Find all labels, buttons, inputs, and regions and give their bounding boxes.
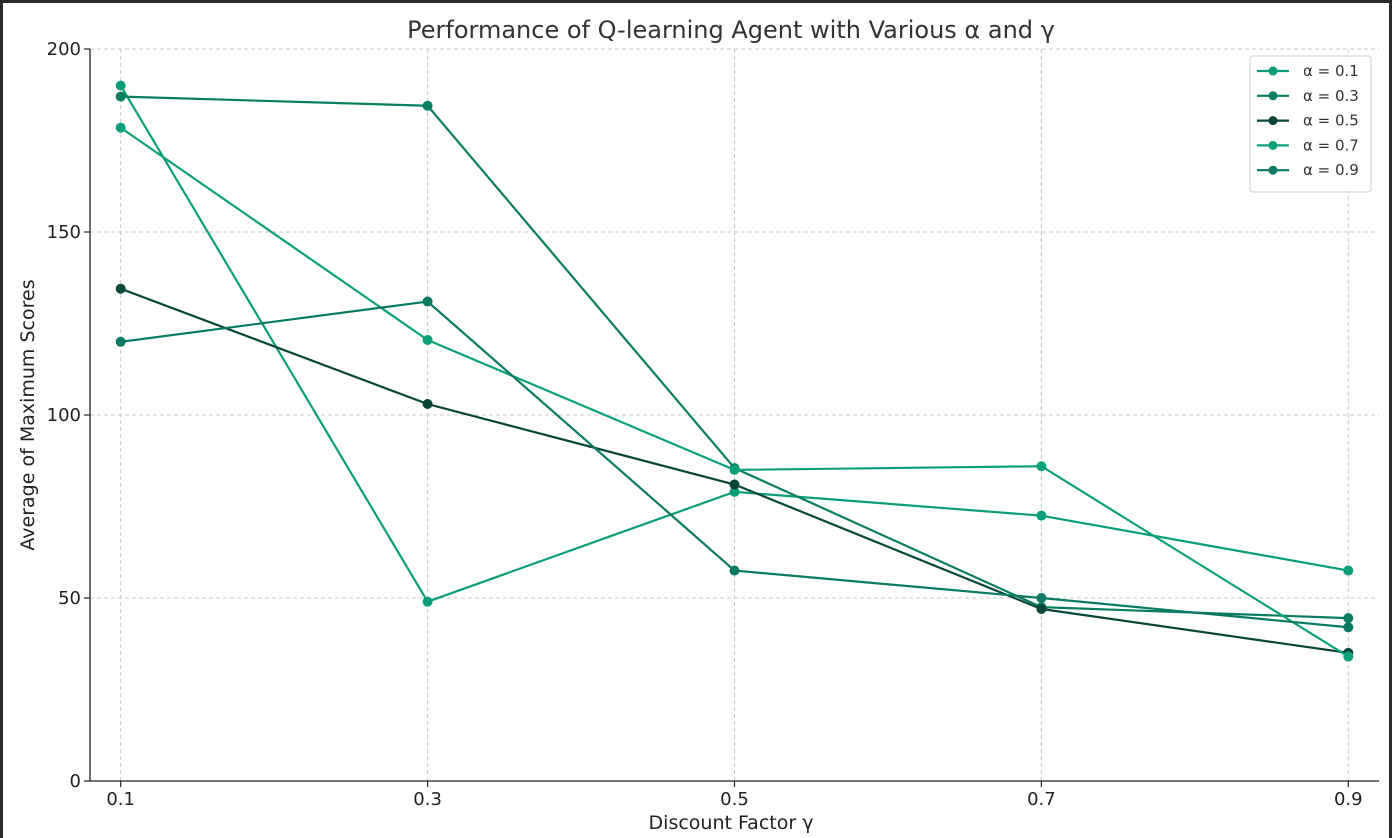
data-point (1036, 603, 1047, 614)
data-point (1036, 593, 1047, 603)
series-3 (115, 283, 1354, 658)
data-point (115, 122, 126, 133)
legend-marker (1268, 66, 1278, 76)
legend-item: α = 0.7 (1257, 136, 1359, 154)
data-point (422, 334, 433, 345)
y-axis-label: Average of Maximum Scores (17, 279, 39, 550)
data-point (1343, 651, 1354, 662)
data-point (422, 596, 433, 607)
series-5 (115, 296, 1354, 633)
tick-labels: 0.1 0.3 0.5 0.7 0.9 0 50 100 150 200 (47, 39, 1363, 810)
gridlines (90, 48, 1379, 781)
legend-marker (1268, 116, 1278, 126)
y-tick-label: 50 (58, 588, 81, 609)
data-point (1036, 461, 1047, 472)
x-tick-label: 0.9 (1334, 789, 1363, 810)
y-tick-label: 0 (70, 771, 81, 792)
data-point (1343, 565, 1354, 576)
x-tick-label: 0.5 (720, 789, 749, 810)
legend: α = 0.1 α = 0.3 α = 0.5 α = 0.7 α = 0.9 (1249, 55, 1372, 193)
data-point (115, 336, 126, 347)
legend-item: α = 0.5 (1257, 112, 1359, 130)
legend-item: α = 0.9 (1257, 161, 1359, 179)
line-chart: 0.1 0.3 0.5 0.7 0.9 0 50 100 150 200 Performance … (17, 16, 1379, 834)
data-point (422, 399, 433, 410)
data-point (729, 464, 740, 475)
data-point (422, 296, 433, 307)
legend-box (1249, 55, 1372, 193)
y-tick-label: 200 (47, 39, 81, 60)
data-point (1343, 613, 1354, 624)
x-tick-label: 0.3 (413, 789, 442, 810)
data-point (115, 91, 126, 102)
legend-label: α = 0.9 (1303, 161, 1359, 179)
series-lines (115, 80, 1354, 662)
data-point (115, 283, 126, 294)
data-point (729, 565, 740, 576)
legend-item: α = 0.1 (1257, 62, 1359, 80)
legend-label: α = 0.7 (1303, 136, 1359, 154)
series-1 (115, 80, 1354, 607)
data-point (115, 80, 126, 91)
x-axis-label: Discount Factor γ (649, 812, 814, 834)
y-tick-label: 100 (47, 405, 81, 426)
data-point (1343, 622, 1354, 633)
legend-marker (1268, 165, 1278, 175)
legend-item: α = 0.3 (1257, 87, 1359, 105)
legend-label: α = 0.5 (1303, 112, 1359, 130)
x-tick-label: 0.7 (1027, 789, 1056, 810)
chart-title: Performance of Q-learning Agent with Var… (407, 16, 1055, 44)
data-point (1036, 510, 1047, 521)
data-point (729, 486, 740, 497)
series-4 (115, 122, 1354, 662)
data-point (422, 100, 433, 111)
data-point (729, 479, 740, 490)
legend-marker (1268, 140, 1278, 150)
y-tick-label: 150 (47, 222, 81, 243)
legend-marker (1268, 91, 1278, 101)
x-tick-label: 0.1 (106, 789, 135, 810)
legend-label: α = 0.3 (1303, 87, 1359, 105)
legend-label: α = 0.1 (1303, 62, 1359, 80)
